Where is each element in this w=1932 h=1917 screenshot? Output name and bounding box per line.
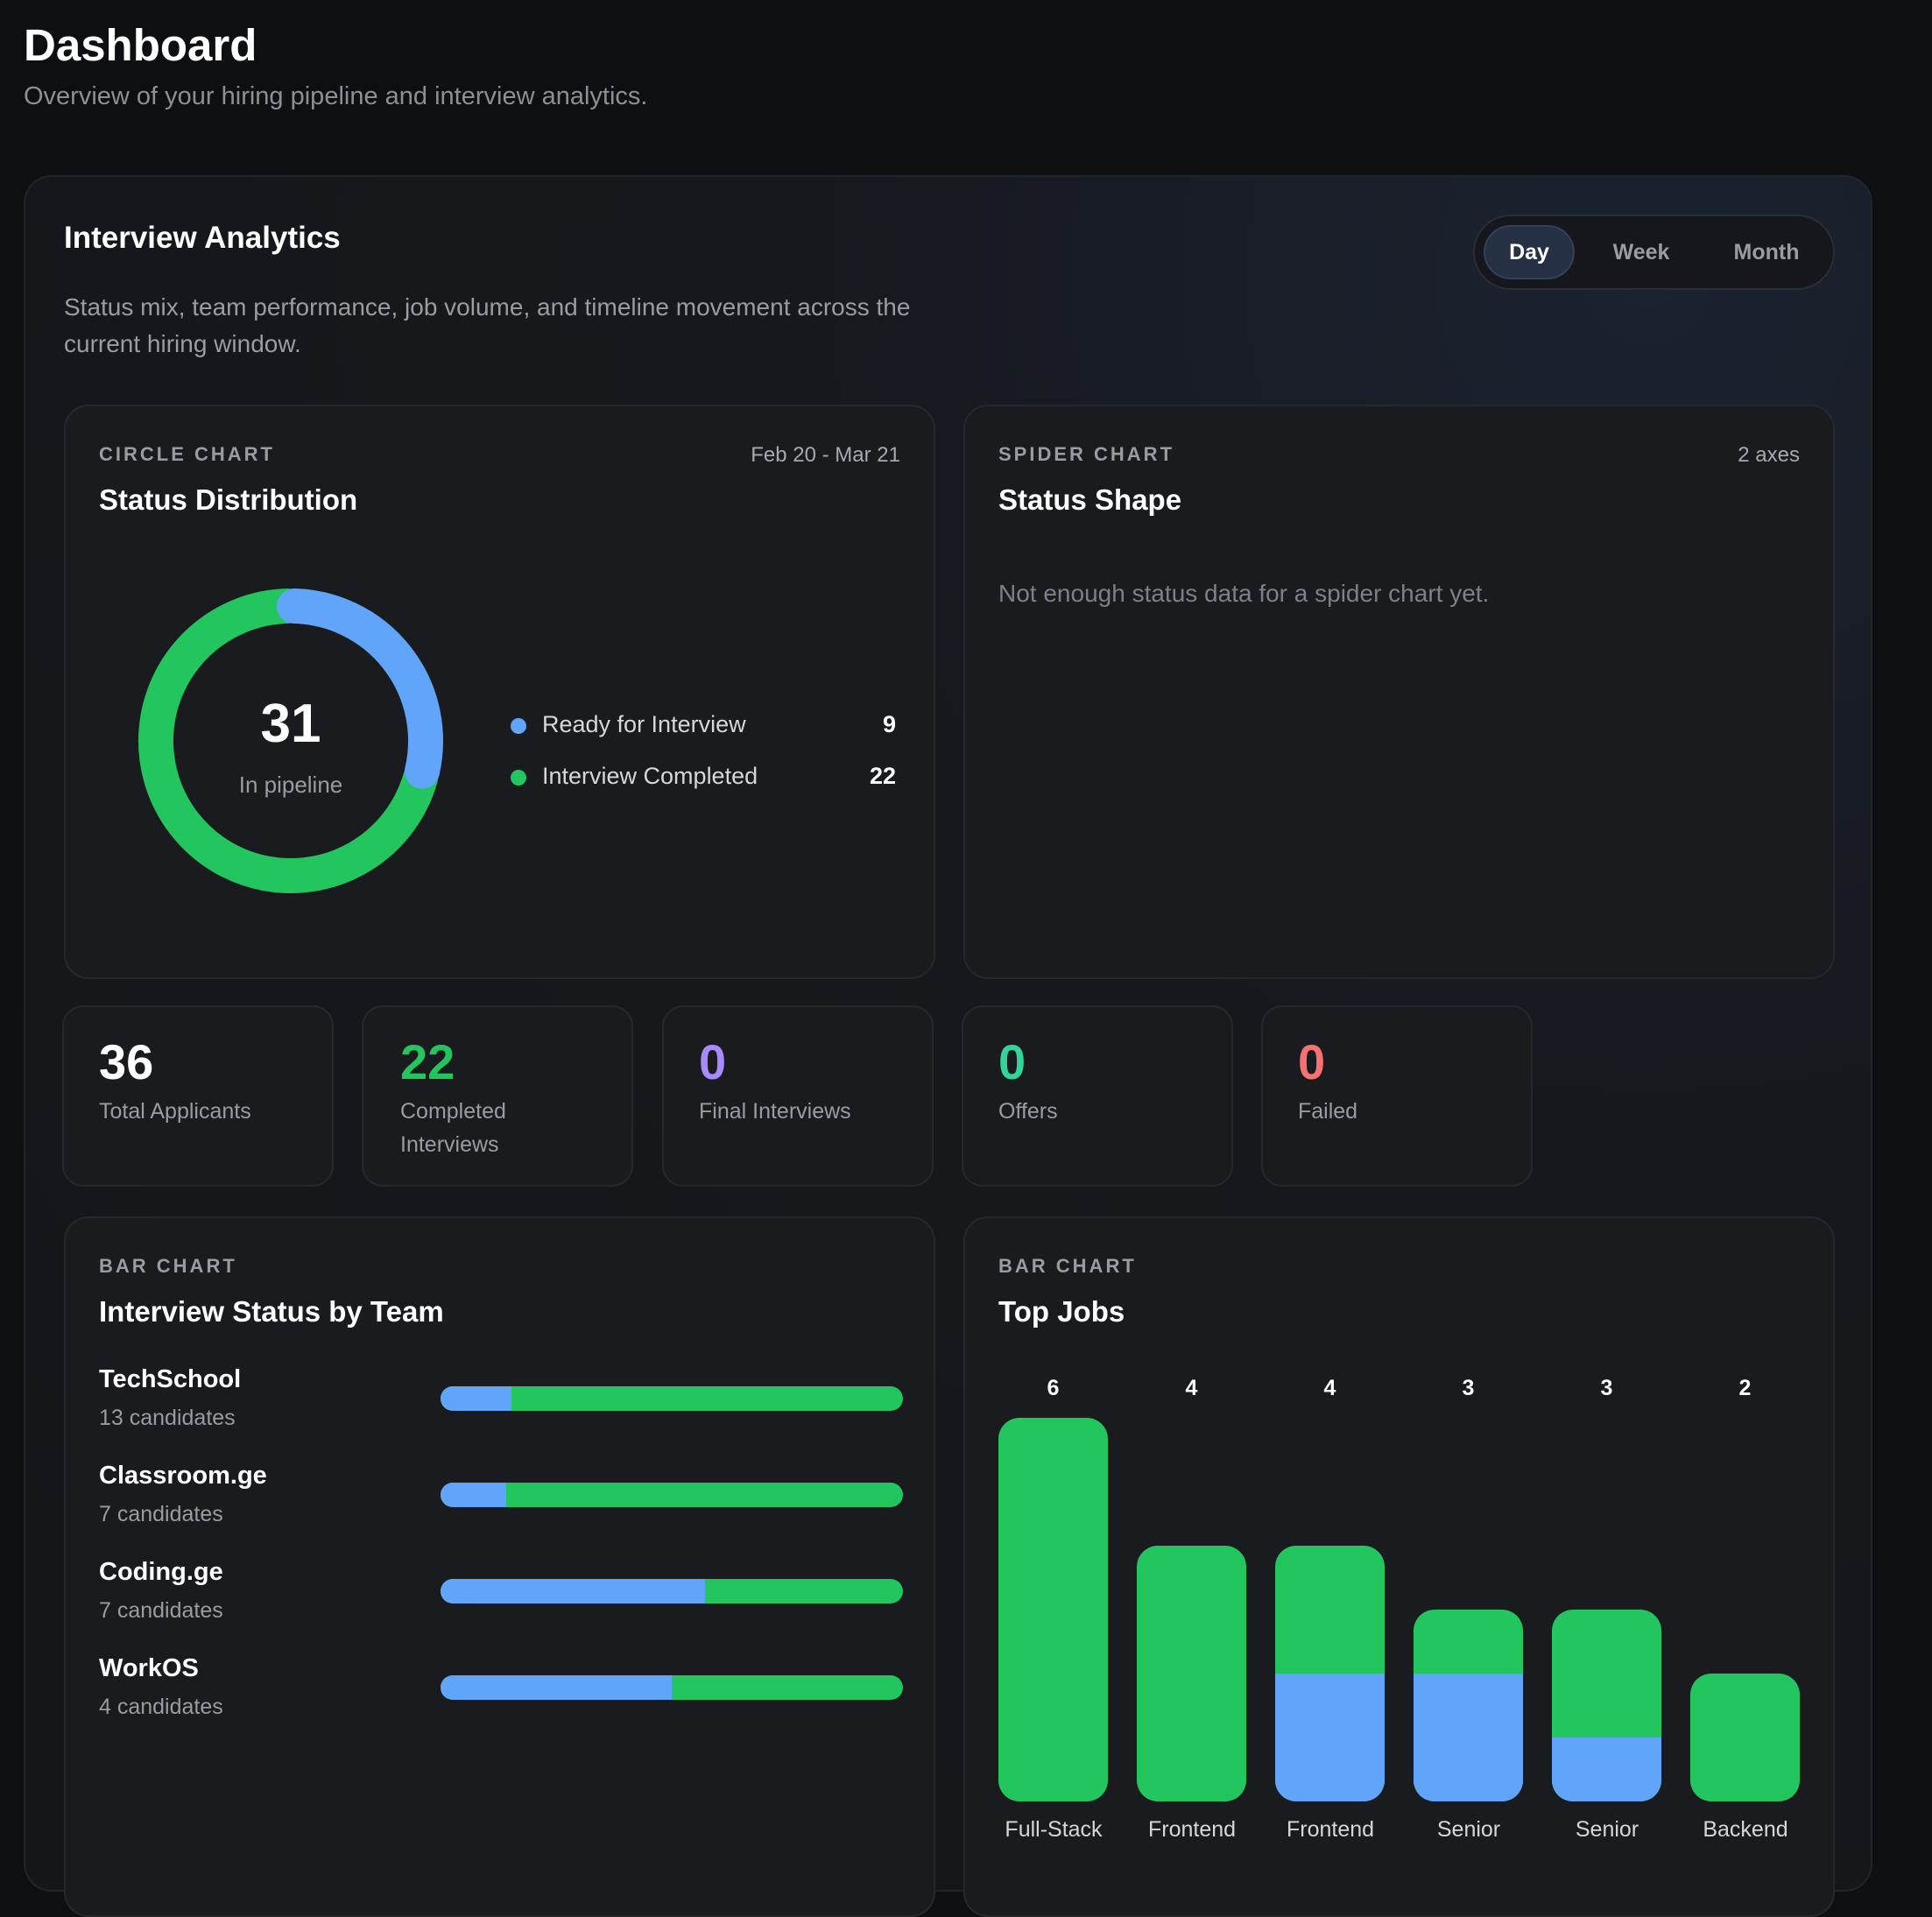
legend-value: 22: [869, 763, 896, 789]
job-value-label: 2: [1738, 1376, 1752, 1400]
team-bar: [441, 1579, 903, 1603]
job-bar: [1275, 1546, 1385, 1801]
analytics-title: Interview Analytics: [64, 221, 341, 255]
analytics-description: Status mix, team performance, job volume…: [64, 293, 911, 357]
job-category-label: Senior: [1436, 1817, 1501, 1842]
stat-value: 0: [699, 1034, 727, 1089]
donut-center-label: In pipeline: [238, 772, 343, 798]
job-bar-ready-segment: [1414, 1674, 1523, 1801]
ready-dot-icon: [511, 718, 526, 734]
donut-chart: 31 In pipeline: [137, 588, 444, 894]
card-title: Top Jobs: [998, 1295, 1125, 1328]
job-value-label: 4: [1323, 1376, 1336, 1400]
team-bar-ready-segment: [441, 1386, 512, 1411]
team-name: Classroom.ge: [99, 1462, 267, 1490]
range-week-button[interactable]: Week: [1612, 240, 1670, 264]
job-bar: [1690, 1674, 1800, 1801]
job-value-label: 3: [1600, 1376, 1613, 1400]
stat-value: 22: [400, 1034, 455, 1089]
range-month-button[interactable]: Month: [1733, 240, 1800, 264]
page-title: Dashboard: [24, 20, 257, 70]
team-name: Coding.ge: [99, 1558, 223, 1586]
stat-card-failed: 0 Failed: [1261, 1005, 1533, 1187]
team-bar-ready-segment: [441, 1579, 705, 1603]
job-category-label: Full-Stack: [1005, 1817, 1103, 1842]
completed-dot-icon: [511, 770, 526, 786]
team-bar: [441, 1675, 903, 1700]
donut-segment-ready: [277, 588, 443, 789]
stat-label: Total Applicants: [99, 1099, 251, 1124]
donut-center-value: 31: [260, 694, 321, 754]
job-value-label: 6: [1047, 1376, 1060, 1400]
team-bar-ready-segment: [441, 1675, 672, 1700]
job-category-label: Frontend: [1147, 1817, 1237, 1842]
team-name: WorkOS: [99, 1654, 199, 1682]
range-toggle: Day Week Month: [1473, 215, 1835, 290]
team-candidate-count: 7 candidates: [99, 1502, 223, 1526]
job-category-label: Senior: [1575, 1817, 1639, 1842]
job-category-label: Frontend: [1286, 1817, 1375, 1842]
donut-svg: [138, 588, 443, 893]
job-value-label: 3: [1462, 1376, 1475, 1400]
card-eyebrow: CIRCLE CHART: [99, 443, 275, 465]
card-title: Interview Status by Team: [99, 1295, 444, 1328]
stat-label: Completed Interviews: [400, 1099, 506, 1157]
legend-label: Interview Completed: [542, 763, 758, 789]
card-title: Status Shape: [998, 483, 1182, 516]
stat-label: Final Interviews: [699, 1099, 851, 1124]
job-bar-ready-segment: [1552, 1737, 1661, 1801]
donut-segment-completed: [138, 588, 439, 893]
legend-value: 9: [882, 711, 896, 737]
card-eyebrow: BAR CHART: [99, 1255, 237, 1277]
stat-card-offers: 0 Offers: [962, 1005, 1233, 1187]
legend-label: Ready for Interview: [542, 711, 746, 737]
status-distribution-card: CIRCLE CHART Status Distribution Feb 20 …: [64, 405, 935, 979]
stat-value: 36: [99, 1034, 154, 1089]
stat-value: 0: [1298, 1034, 1326, 1089]
date-range: Feb 20 - Mar 21: [751, 443, 900, 467]
stat-label: Offers: [998, 1099, 1058, 1124]
stat-card-completed: 22 Completed Interviews: [362, 1005, 633, 1187]
team-candidate-count: 4 candidates: [99, 1695, 223, 1719]
card-eyebrow: SPIDER CHART: [998, 443, 1175, 465]
job-category-label: Backend: [1703, 1817, 1788, 1842]
job-value-label: 4: [1185, 1376, 1198, 1400]
stat-label: Failed: [1298, 1099, 1358, 1124]
axes-count: 2 axes: [1738, 443, 1800, 467]
team-name: TechSchool: [99, 1365, 242, 1393]
job-bar: [998, 1418, 1108, 1801]
range-day-button[interactable]: Day: [1484, 225, 1575, 279]
page-subtitle: Overview of your hiring pipeline and int…: [24, 82, 648, 110]
job-bar: [1137, 1546, 1246, 1801]
legend-item-ready: Ready for Interview 9: [511, 708, 896, 743]
status-shape-card: SPIDER CHART Status Shape 2 axes Not eno…: [963, 405, 1835, 979]
card-title: Status Distribution: [99, 483, 358, 516]
card-eyebrow: BAR CHART: [998, 1255, 1137, 1277]
stat-value: 0: [998, 1034, 1026, 1089]
empty-state-message: Not enough status data for a spider char…: [998, 580, 1490, 607]
team-candidate-count: 7 candidates: [99, 1598, 223, 1623]
top-jobs-card: BAR CHART Top Jobs 6 Full-Stack 4 Frontend 4…: [963, 1216, 1835, 1917]
team-bar: [441, 1483, 903, 1507]
team-status-card: BAR CHART Interview Status by Team TechS…: [64, 1216, 935, 1917]
stat-card-total-applicants: 36 Total Applicants: [62, 1005, 334, 1187]
job-bar-ready-segment: [1275, 1674, 1385, 1801]
interview-analytics-panel: Interview Analytics Status mix, team per…: [24, 175, 1872, 1917]
team-candidate-count: 13 candidates: [99, 1406, 236, 1430]
job-bar: [1414, 1610, 1523, 1801]
stat-card-final-interviews: 0 Final Interviews: [662, 1005, 934, 1187]
job-bar: [1552, 1610, 1661, 1801]
legend-item-completed: Interview Completed 22: [511, 759, 896, 794]
team-bar-ready-segment: [441, 1483, 507, 1507]
team-bar: [441, 1386, 903, 1411]
